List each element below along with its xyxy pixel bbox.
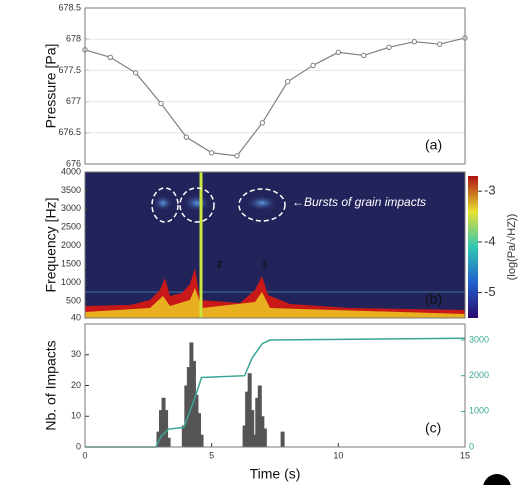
y-tick-label: 677	[66, 96, 81, 106]
cumulative-line	[85, 337, 466, 448]
bar	[255, 397, 260, 447]
frame	[84, 7, 466, 165]
pressure-line	[84, 37, 466, 157]
annotation: ←Bursts of grain impacts	[292, 195, 426, 209]
y-tick-label: 2500	[61, 222, 81, 232]
panel-label: (a)	[425, 137, 442, 153]
bar	[186, 367, 191, 447]
bar	[159, 410, 163, 447]
bar	[242, 425, 247, 447]
point	[158, 100, 164, 107]
point	[360, 52, 367, 59]
point	[386, 44, 392, 51]
bar	[161, 397, 166, 447]
x-tick-label: 5	[209, 450, 214, 460]
y-axis-label: Pressure [Pa]	[43, 44, 59, 129]
point	[284, 78, 291, 85]
x-axis-label: Time (s)	[250, 466, 301, 482]
bar	[262, 428, 267, 447]
point	[436, 41, 443, 47]
corner-badge	[483, 474, 511, 485]
bar	[252, 434, 257, 447]
y-tick-label: 0	[76, 441, 81, 451]
point	[132, 70, 139, 76]
y2-tick-label: 1000	[469, 406, 489, 416]
x-tick-label: 0	[82, 450, 87, 460]
y-tick-label: 2000	[61, 240, 81, 250]
y-tick-label: 30	[71, 349, 81, 359]
y-tick-label: 676	[66, 158, 81, 168]
bar	[257, 385, 262, 447]
y2-tick-label: 2000	[469, 370, 489, 380]
point	[335, 49, 342, 56]
panel-label: (c)	[425, 420, 441, 436]
frame	[84, 323, 466, 448]
panel-label: (b)	[425, 291, 442, 307]
spectrogram-image	[85, 172, 478, 318]
x-tick-label: 10	[333, 450, 343, 460]
y-axis-label: Nb. of Impacts	[43, 340, 59, 430]
y2-tick-label: 3000	[469, 334, 489, 344]
x-tick-label: 15	[460, 450, 470, 460]
bar	[194, 394, 199, 447]
bar	[250, 410, 255, 447]
point	[310, 62, 316, 69]
point	[234, 153, 240, 159]
point	[208, 150, 215, 156]
y-tick-label: 1000	[61, 277, 81, 287]
y-tick-label: 3500	[61, 185, 81, 195]
y-tick-label: 10	[71, 411, 81, 421]
y-axis-label: Frequency [Hz]	[43, 198, 59, 293]
bar	[156, 431, 161, 447]
bar	[247, 373, 252, 447]
marker-label: 3	[262, 259, 267, 269]
frame	[84, 171, 466, 319]
bar	[164, 410, 169, 447]
bar	[197, 413, 201, 447]
point	[411, 38, 418, 45]
y-tick-label: 40	[71, 312, 81, 322]
y-tick-label: 4000	[61, 166, 81, 176]
bar	[199, 434, 204, 447]
bar	[260, 416, 265, 447]
bar	[166, 437, 171, 447]
bar	[189, 342, 194, 447]
y-tick-label: 678.5	[58, 2, 81, 12]
y-tick-label: 500	[66, 295, 81, 305]
y-tick-label: 676.5	[58, 127, 81, 137]
bar	[245, 391, 250, 447]
y-tick-label: 3000	[61, 203, 81, 213]
y2-tick-label: 0	[469, 441, 474, 451]
y-tick-label: 678	[66, 34, 81, 44]
colorbar-tick-label: -4	[484, 233, 496, 248]
y-tick-label: 1500	[61, 259, 81, 269]
y-tick-label: 20	[71, 380, 81, 390]
point	[107, 54, 114, 60]
y-tick-label: 677.5	[58, 65, 81, 75]
bar	[184, 385, 189, 447]
bar	[181, 425, 186, 447]
bar	[191, 360, 196, 447]
bar	[280, 431, 285, 447]
colorbar-label: (log(Pa/√HZ))	[506, 214, 518, 281]
point	[183, 134, 190, 140]
colorbar-tick-label: -3	[484, 183, 496, 198]
colorbar-tick-label: -5	[484, 284, 496, 299]
marker-label: 2	[217, 259, 222, 269]
point	[259, 120, 266, 126]
